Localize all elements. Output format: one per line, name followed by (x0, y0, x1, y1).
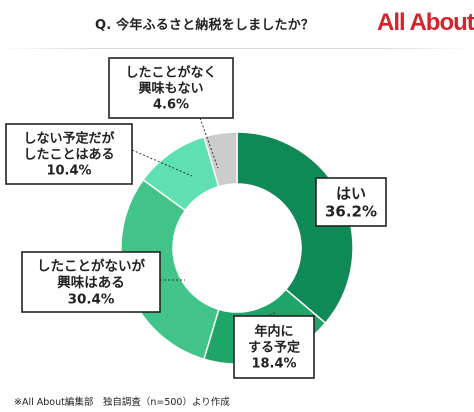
callout-box-2 (233, 315, 315, 379)
data-label-value-2: 18.4% (251, 357, 296, 372)
data-label-value-3: 30.4% (68, 291, 115, 307)
callout-box-3 (21, 251, 161, 313)
data-label-category-3: したことがないが (37, 257, 145, 274)
donut-slice-1 (236, 131, 354, 325)
donut-slice-3 (120, 178, 220, 361)
callout-box-5 (108, 57, 234, 119)
data-label-value-4: 10.4% (46, 164, 91, 179)
data-label-category-5: 興味もない (138, 81, 203, 97)
leader-line-5 (199, 117, 219, 169)
data-label-category-3: 興味はある (57, 275, 125, 291)
header-band (0, 0, 474, 50)
donut-slice-5 (203, 131, 238, 188)
callout-box-4 (5, 123, 133, 185)
data-label-category-4: したことはある (23, 148, 114, 163)
data-label-category-4: しない予定だが (23, 131, 114, 147)
data-label-value-1: 36.2% (325, 202, 377, 220)
leader-line-4 (131, 149, 193, 177)
data-label-category-1: はい (336, 184, 366, 202)
source-note: ※All About編集部 独自調査（n=500）より作成 (14, 397, 230, 408)
data-label-value-5: 4.6% (153, 98, 189, 113)
data-label-category-2: する予定 (248, 340, 300, 356)
chart-title: Q. 今年ふるさと納税をしましたか？ (95, 18, 315, 33)
data-label-category-5: したことがなく (125, 65, 216, 81)
callout-box-1 (315, 177, 387, 227)
leader-line-2 (261, 311, 278, 319)
data-label-category-2: 年内に (254, 324, 293, 340)
all-about-logo: All About (377, 9, 474, 36)
